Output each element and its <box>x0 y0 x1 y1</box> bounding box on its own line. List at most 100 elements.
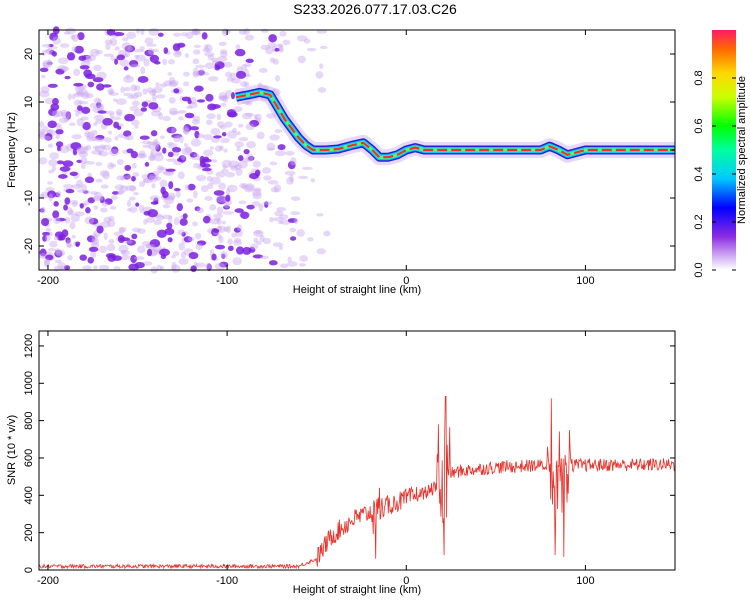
noise-speckle <box>40 217 50 227</box>
noise-speckle <box>153 153 164 162</box>
noise-speckle <box>110 116 122 121</box>
noise-speckle <box>65 27 77 35</box>
noise-speckle <box>162 190 169 199</box>
noise-speckle <box>317 87 327 93</box>
noise-speckle <box>82 190 91 195</box>
noise-speckle <box>244 183 255 191</box>
noise-speckle <box>171 264 181 273</box>
noise-speckle <box>40 206 46 214</box>
noise-speckle <box>187 99 192 105</box>
noise-speckle <box>169 107 178 115</box>
noise-speckle <box>57 57 69 65</box>
noise-speckle <box>238 29 247 35</box>
noise-speckle <box>184 146 192 154</box>
noise-speckle <box>71 93 76 100</box>
noise-speckle <box>42 235 48 242</box>
noise-speckle <box>146 87 154 94</box>
noise-speckle <box>269 134 280 141</box>
noise-speckle <box>56 160 65 165</box>
noise-speckle <box>186 198 194 203</box>
noise-speckle <box>59 43 70 48</box>
noise-speckle <box>151 88 157 96</box>
noise-speckle <box>268 260 278 266</box>
noise-speckle <box>278 214 289 220</box>
noise-speckle <box>142 88 148 95</box>
noise-speckle <box>44 135 52 141</box>
noise-speckle <box>162 147 167 154</box>
noise-speckle <box>171 133 183 139</box>
noise-speckle <box>55 110 64 118</box>
noise-speckle <box>98 264 110 271</box>
noise-speckle <box>211 253 217 261</box>
noise-speckle <box>114 184 125 191</box>
noise-speckle <box>38 131 47 140</box>
spectrogram-y-tick-label: 10 <box>23 96 35 108</box>
noise-speckle <box>175 50 182 55</box>
noise-speckle <box>149 89 157 96</box>
noise-speckle <box>85 54 96 62</box>
noise-speckle <box>94 145 106 153</box>
noise-speckle <box>219 145 224 151</box>
spectrogram-x-tick-label: 100 <box>576 275 594 287</box>
noise-speckle <box>86 131 95 139</box>
noise-speckle <box>272 217 284 222</box>
noise-speckle <box>38 121 45 128</box>
noise-speckle <box>195 64 206 69</box>
noise-speckle <box>74 45 84 54</box>
noise-speckle <box>70 199 79 205</box>
snr-y-tick-label: 1000 <box>23 371 35 395</box>
colorbar-tick-label: 0.4 <box>693 166 705 181</box>
noise-speckle <box>71 134 82 140</box>
noise-speckle <box>258 67 268 73</box>
noise-speckle <box>77 32 85 41</box>
noise-speckle <box>178 116 184 121</box>
noise-speckle <box>323 230 331 237</box>
noise-speckle <box>123 92 133 97</box>
noise-speckle <box>80 162 86 170</box>
noise-speckle <box>175 190 181 198</box>
noise-speckle <box>126 31 137 40</box>
noise-speckle <box>123 130 132 137</box>
noise-speckle <box>204 195 213 201</box>
noise-speckle <box>203 134 213 141</box>
noise-speckle <box>216 195 227 205</box>
noise-speckle <box>169 110 180 116</box>
noise-speckle <box>166 126 177 134</box>
noise-speckle <box>38 193 45 199</box>
noise-speckle <box>87 256 94 264</box>
spectrogram-x-ticks: -200 -100 0 100 <box>37 30 595 287</box>
noise-speckle <box>140 107 148 112</box>
noise-speckle <box>97 150 109 157</box>
noise-speckle <box>49 152 60 160</box>
noise-speckle <box>225 71 233 78</box>
snr-y-tick-label: 200 <box>23 523 35 541</box>
ridge-core <box>235 91 675 159</box>
noise-speckle <box>297 175 309 180</box>
noise-speckle <box>310 178 316 183</box>
noise-speckle <box>99 196 105 204</box>
noise-speckle <box>144 161 150 167</box>
noise-speckle <box>58 265 65 270</box>
noise-speckle <box>90 191 99 195</box>
noise-speckle <box>55 141 64 148</box>
noise-speckle <box>231 77 241 84</box>
snr-y-tick-label: 0 <box>23 567 35 573</box>
noise-speckle <box>194 85 204 92</box>
noise-speckle <box>113 98 118 103</box>
noise-speckle <box>167 142 174 146</box>
noise-speckle <box>233 237 242 243</box>
noise-speckle <box>80 156 88 164</box>
noise-speckle <box>131 227 142 233</box>
noise-speckle <box>49 32 59 41</box>
noise-speckle <box>170 255 176 259</box>
noise-speckle <box>199 155 205 165</box>
snr-y-tick-label: 400 <box>23 486 35 504</box>
noise-speckle <box>257 82 263 88</box>
noise-speckle <box>201 32 208 40</box>
noise-speckle <box>270 187 279 193</box>
noise-speckle <box>204 44 209 49</box>
noise-speckle <box>168 96 176 104</box>
noise-speckle <box>102 171 110 180</box>
noise-speckle <box>230 92 236 100</box>
noise-speckle <box>156 264 163 271</box>
